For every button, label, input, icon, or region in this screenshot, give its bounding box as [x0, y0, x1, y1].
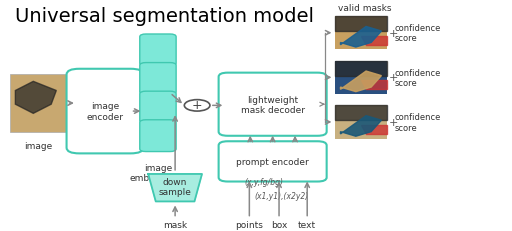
Text: image
encoder: image encoder — [87, 102, 123, 121]
FancyBboxPatch shape — [67, 70, 143, 154]
Polygon shape — [340, 27, 381, 48]
Text: confidence
score: confidence score — [395, 68, 441, 88]
Polygon shape — [335, 17, 387, 32]
FancyBboxPatch shape — [335, 106, 387, 139]
Text: Universal segmentation model: Universal segmentation model — [15, 7, 314, 26]
Polygon shape — [361, 125, 387, 134]
FancyBboxPatch shape — [10, 75, 67, 132]
Text: valid masks: valid masks — [338, 3, 391, 12]
Text: lightweight
mask decoder: lightweight mask decoder — [241, 95, 305, 114]
FancyBboxPatch shape — [335, 61, 387, 94]
Text: mask: mask — [163, 220, 187, 229]
Polygon shape — [148, 174, 202, 201]
Text: points: points — [236, 220, 263, 229]
FancyBboxPatch shape — [140, 63, 176, 95]
Polygon shape — [335, 61, 387, 76]
Text: confidence
score: confidence score — [395, 24, 441, 43]
Polygon shape — [361, 36, 387, 46]
Text: +: + — [389, 73, 398, 83]
Text: confidence
score: confidence score — [395, 113, 441, 132]
Text: (x,y,fg/bg): (x,y,fg/bg) — [244, 178, 283, 187]
FancyBboxPatch shape — [335, 17, 387, 50]
Polygon shape — [335, 106, 387, 121]
Polygon shape — [340, 72, 381, 92]
FancyBboxPatch shape — [140, 35, 176, 67]
FancyBboxPatch shape — [140, 120, 176, 152]
Text: image
embeddings: image embeddings — [130, 163, 186, 182]
FancyBboxPatch shape — [219, 142, 327, 182]
Polygon shape — [361, 81, 387, 90]
FancyBboxPatch shape — [219, 73, 327, 136]
Polygon shape — [15, 82, 56, 114]
Text: image: image — [24, 141, 53, 150]
Text: (x1,y1),(x2y2): (x1,y1),(x2y2) — [254, 191, 309, 200]
Text: down
sample: down sample — [159, 177, 191, 196]
Text: +: + — [192, 99, 202, 112]
Text: box: box — [271, 220, 287, 229]
Text: +: + — [389, 29, 398, 39]
Text: text: text — [298, 220, 316, 229]
Text: +: + — [389, 117, 398, 127]
Polygon shape — [340, 116, 381, 137]
Text: prompt encoder: prompt encoder — [236, 157, 309, 166]
FancyBboxPatch shape — [140, 92, 176, 123]
